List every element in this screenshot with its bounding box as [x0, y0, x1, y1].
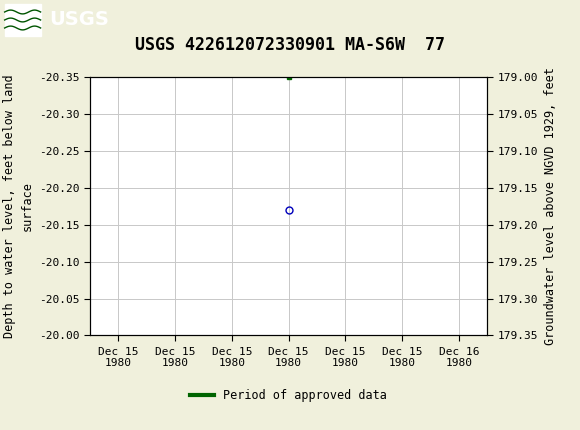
Y-axis label: Depth to water level, feet below land
surface: Depth to water level, feet below land su…: [3, 74, 34, 338]
Legend: Period of approved data: Period of approved data: [186, 384, 392, 407]
Text: USGS 422612072330901 MA-S6W  77: USGS 422612072330901 MA-S6W 77: [135, 36, 445, 54]
Text: USGS: USGS: [49, 10, 109, 30]
FancyBboxPatch shape: [5, 4, 41, 36]
Y-axis label: Groundwater level above NGVD 1929, feet: Groundwater level above NGVD 1929, feet: [543, 68, 557, 345]
